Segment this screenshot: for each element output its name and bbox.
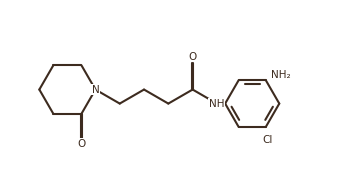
- Text: NH₂: NH₂: [271, 70, 290, 80]
- Text: NH: NH: [209, 99, 225, 108]
- Text: O: O: [189, 52, 197, 62]
- Text: Cl: Cl: [262, 135, 273, 145]
- Text: N: N: [92, 84, 99, 94]
- Text: O: O: [77, 139, 85, 149]
